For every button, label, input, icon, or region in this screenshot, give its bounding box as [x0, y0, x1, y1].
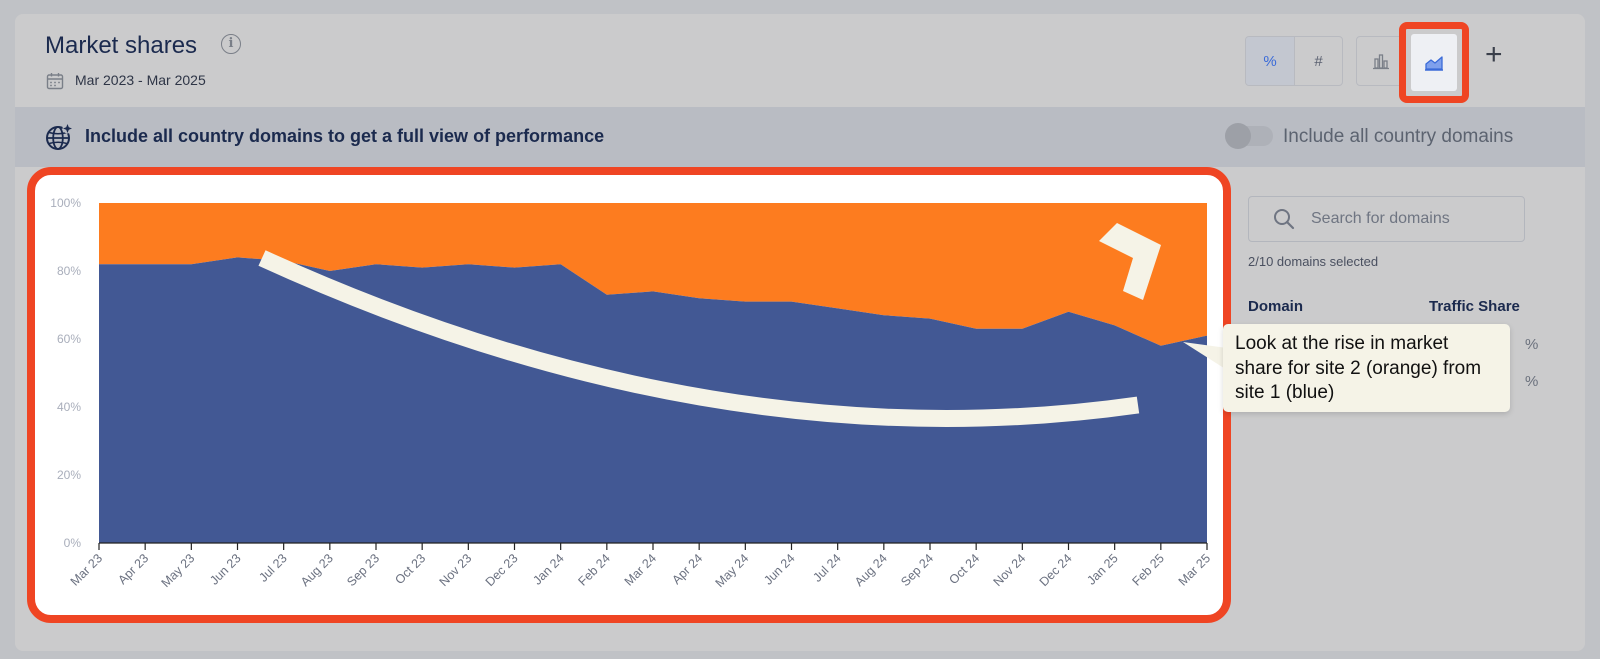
value-type-toggle: % #: [1245, 36, 1343, 86]
toggle-label: Include all country domains: [1283, 126, 1514, 147]
calendar-icon: [46, 73, 64, 90]
banner-text: Include all country domains to get a ful…: [85, 126, 605, 146]
x-tick-label: Jan 24: [530, 551, 566, 587]
country-domains-toggle[interactable]: [1225, 123, 1273, 149]
search-placeholder: Search for domains: [1311, 210, 1450, 227]
x-tick-label: Mar 23: [68, 551, 105, 588]
market-share-area-chart: 0%20%40%60%80%100% Mar 23 Apr 23 May 23 Jun…: [50, 196, 1213, 590]
callout-pointer: [1183, 342, 1227, 370]
x-tick-label: Aug 24: [852, 551, 890, 589]
area-chart-icon: [1425, 55, 1443, 71]
y-tick-label: 100%: [50, 196, 81, 210]
series-site1-area: [99, 257, 1207, 543]
y-tick-label: 60%: [57, 332, 81, 346]
bar-chart-icon: [1373, 54, 1389, 70]
area-chart-button[interactable]: [1399, 22, 1469, 103]
search-icon: [1274, 209, 1295, 230]
y-tick-label: 20%: [57, 468, 81, 482]
percent-button[interactable]: %: [1246, 37, 1294, 85]
x-tick-label: Feb 25: [1130, 551, 1167, 588]
market-shares-card: Market shares i Mar 2023 - Mar 2025 % #: [15, 14, 1585, 651]
x-tick-label: Feb 24: [576, 551, 613, 588]
count-button[interactable]: #: [1294, 37, 1342, 85]
x-tick-label: Oct 24: [946, 551, 982, 587]
x-tick-label: Aug 23: [298, 551, 336, 589]
x-tick-label: Jun 24: [761, 551, 797, 587]
page-title: Market shares: [45, 32, 198, 59]
bar-chart-button[interactable]: [1357, 37, 1405, 85]
x-tick-label: Apr 23: [115, 551, 151, 587]
trend-arrow-head: [1099, 223, 1161, 300]
globe-sparkle-icon: [46, 123, 73, 150]
x-tick-label: May 23: [159, 551, 198, 590]
trend-arrow-icon: [258, 250, 1140, 427]
x-tick-label: Sep 23: [344, 551, 382, 589]
series-site2-area: [99, 203, 1207, 346]
info-icon[interactable]: i: [221, 34, 241, 54]
x-tick-label: May 24: [713, 551, 752, 590]
info-banner: Include all country domains to get a ful…: [15, 107, 1585, 167]
x-tick-label: Apr 24: [669, 551, 705, 587]
share-value-1: %: [1525, 336, 1539, 353]
x-tick-label: Sep 24: [898, 551, 936, 589]
y-tick-label: 80%: [57, 264, 81, 278]
y-tick-label: 40%: [57, 400, 81, 414]
date-range: Mar 2023 - Mar 2025: [75, 72, 206, 88]
column-header-domain: Domain: [1248, 298, 1304, 315]
share-value-2: %: [1525, 373, 1539, 390]
domains-selected-count: 2/10 domains selected: [1248, 254, 1379, 269]
highlighted-chart-frame: 0% 20% 40% 60% 80% 100% Mar 23 Apr 23 May 23 Jun…: [27, 167, 1231, 623]
x-tick-label: Mar 24: [622, 551, 659, 588]
y-tick-label: 0%: [64, 536, 82, 550]
add-icon[interactable]: +: [1485, 38, 1503, 71]
x-tick-label: Jun 23: [207, 551, 243, 587]
x-tick-label: Jul 23: [256, 551, 290, 585]
x-tick-label: Mar 25: [1176, 551, 1213, 588]
x-tick-label: Dec 23: [483, 551, 521, 589]
x-tick-label: Dec 24: [1037, 551, 1075, 589]
toggle-knob: [1225, 123, 1251, 149]
x-tick-label: Nov 23: [437, 551, 475, 589]
x-tick-label: Oct 23: [392, 551, 428, 587]
annotation-callout: Look at the rise in market share for sit…: [1223, 324, 1510, 412]
column-header-traffic-share: Traffic Share: [1429, 298, 1520, 315]
x-tick-label: Nov 24: [991, 551, 1029, 589]
x-tick-label: Jul 24: [810, 551, 844, 585]
domain-search[interactable]: Search for domains: [1248, 196, 1525, 242]
x-tick-label: Jan 25: [1084, 551, 1120, 587]
